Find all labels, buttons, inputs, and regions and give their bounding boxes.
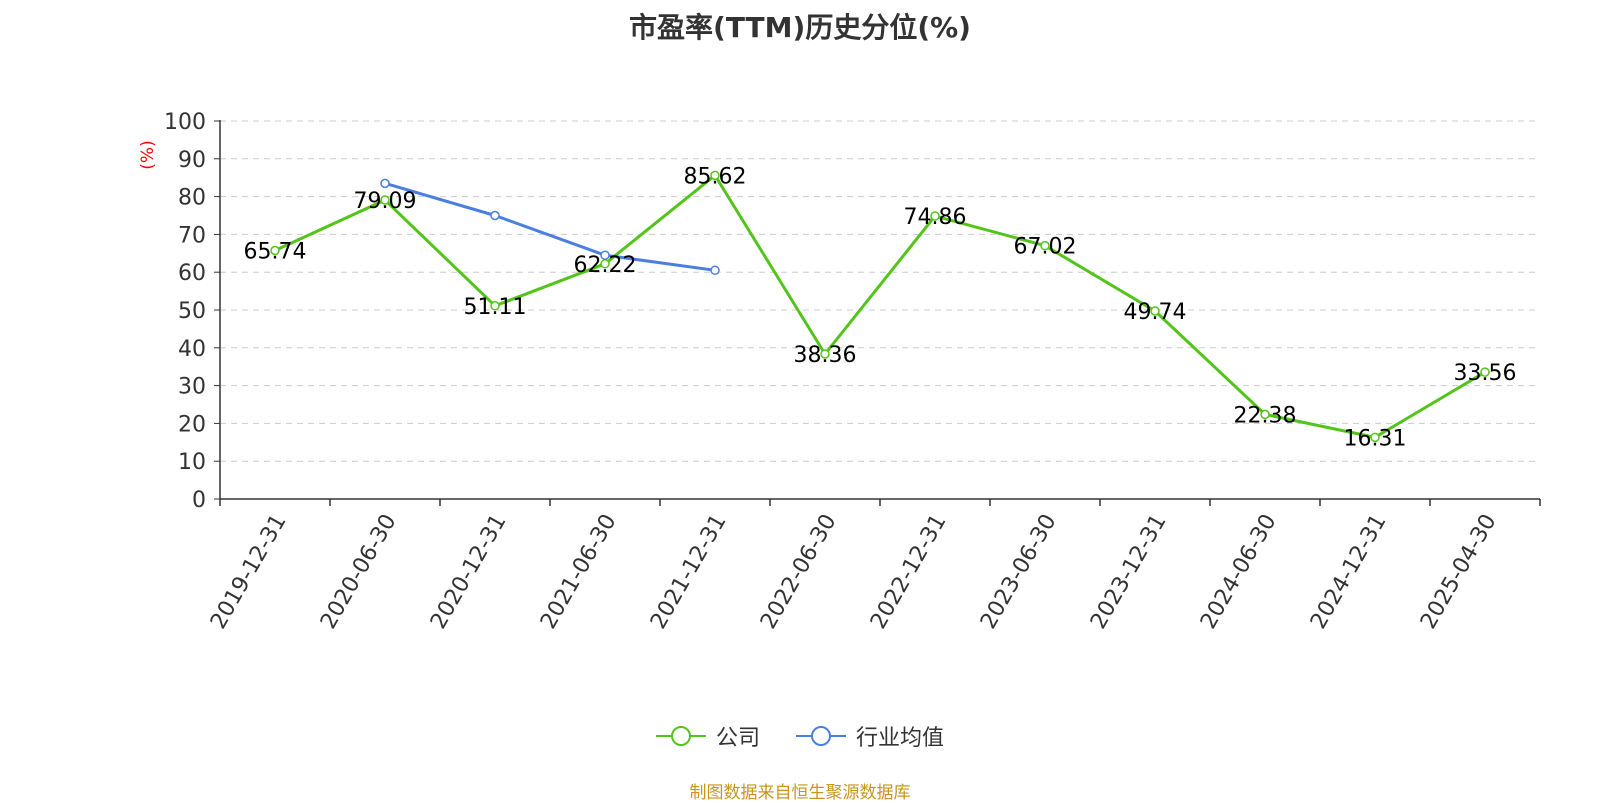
legend: 公司 行业均值: [0, 720, 1600, 752]
x-tick-label: 2024-12-31: [1306, 510, 1392, 633]
x-tick-label: 2022-12-31: [866, 510, 952, 633]
data-point-company: [380, 195, 390, 205]
data-point-company: [820, 349, 830, 359]
data-point-industry: [490, 210, 500, 221]
data-label: 49.74: [1124, 300, 1187, 325]
grid-lines: [220, 120, 1540, 462]
data-source-note: 制图数据来自恒生聚源数据库: [689, 783, 911, 803]
y-tick-label: 80: [178, 186, 206, 211]
y-tick-label: 0: [192, 488, 206, 513]
y-axis-label: (%): [138, 140, 158, 169]
data-point-company: [710, 170, 720, 181]
data-label: 79.09: [354, 189, 417, 214]
data-labels-layer: 65.74 79.09 51.11 62.22 85.62 38.36 74.86 67.02…: [244, 164, 1517, 451]
data-label: 16.31: [1344, 426, 1407, 451]
x-tick-label: 2025-04-30: [1416, 510, 1502, 633]
x-tick-label: 2023-12-31: [1086, 510, 1172, 633]
data-point-company: [1370, 432, 1380, 443]
legend-swatch-industry: [796, 726, 846, 746]
x-tick-label: 2020-06-30: [316, 510, 402, 633]
data-label: 22.38: [1234, 403, 1297, 428]
y-tick-label: 60: [178, 261, 206, 286]
data-point-industry: [600, 250, 610, 260]
x-tick-label: 2022-06-30: [756, 510, 842, 633]
legend-item-company[interactable]: 公司: [655, 720, 760, 752]
data-label: 74.86: [904, 205, 967, 230]
data-label: 51.11: [464, 295, 527, 320]
y-tick-label: 40: [178, 337, 206, 362]
data-label: 33.56: [1454, 361, 1517, 386]
series-layer: [270, 170, 1490, 443]
y-axis: 0 10 20 30 40 50 60 70 80 90 100: [164, 110, 221, 513]
x-tick-label: 2020-12-31: [426, 510, 512, 633]
x-tick-label: 2023-06-30: [976, 510, 1062, 633]
data-point-industry: [380, 178, 390, 189]
data-label: 85.62: [684, 164, 747, 189]
chart-title: 市盈率(TTM)历史分位(%): [629, 11, 971, 44]
y-tick-label: 20: [178, 412, 206, 437]
x-tick-label: 2021-06-30: [536, 510, 622, 633]
data-point-industry: [710, 265, 720, 276]
x-tick-label: 2021-12-31: [646, 510, 732, 633]
data-label: 65.74: [244, 240, 307, 265]
legend-swatch-company: [655, 726, 706, 746]
y-tick-label: 100: [164, 110, 206, 135]
data-point-company: [1040, 240, 1050, 251]
y-tick-label: 30: [178, 375, 206, 400]
legend-item-industry[interactable]: 行业均值: [796, 720, 944, 752]
data-point-company: [930, 211, 940, 221]
x-axis: 2019-12-31 2020-06-30 2020-12-31 2021-06-30…: [206, 498, 1541, 633]
data-point-company: [270, 245, 280, 256]
data-point-company: [1150, 306, 1160, 316]
data-label: 62.22: [574, 253, 637, 278]
legend-label-company: 公司: [715, 726, 760, 751]
x-tick-label: 2019-12-31: [206, 510, 292, 633]
data-point-company: [1480, 367, 1490, 377]
data-point-company: [490, 301, 500, 311]
series-line-company: [274, 173, 1486, 439]
y-tick-label: 70: [178, 223, 206, 248]
data-point-company: [1260, 409, 1270, 420]
y-tick-label: 90: [178, 148, 206, 173]
legend-label-industry: 行业均值: [856, 726, 945, 751]
data-label: 38.36: [794, 343, 857, 368]
x-tick-label: 2024-06-30: [1196, 510, 1282, 633]
y-tick-label: 50: [178, 299, 206, 324]
series-line-industry: [384, 181, 716, 272]
data-label: 67.02: [1014, 235, 1077, 260]
y-tick-label: 10: [178, 450, 206, 475]
